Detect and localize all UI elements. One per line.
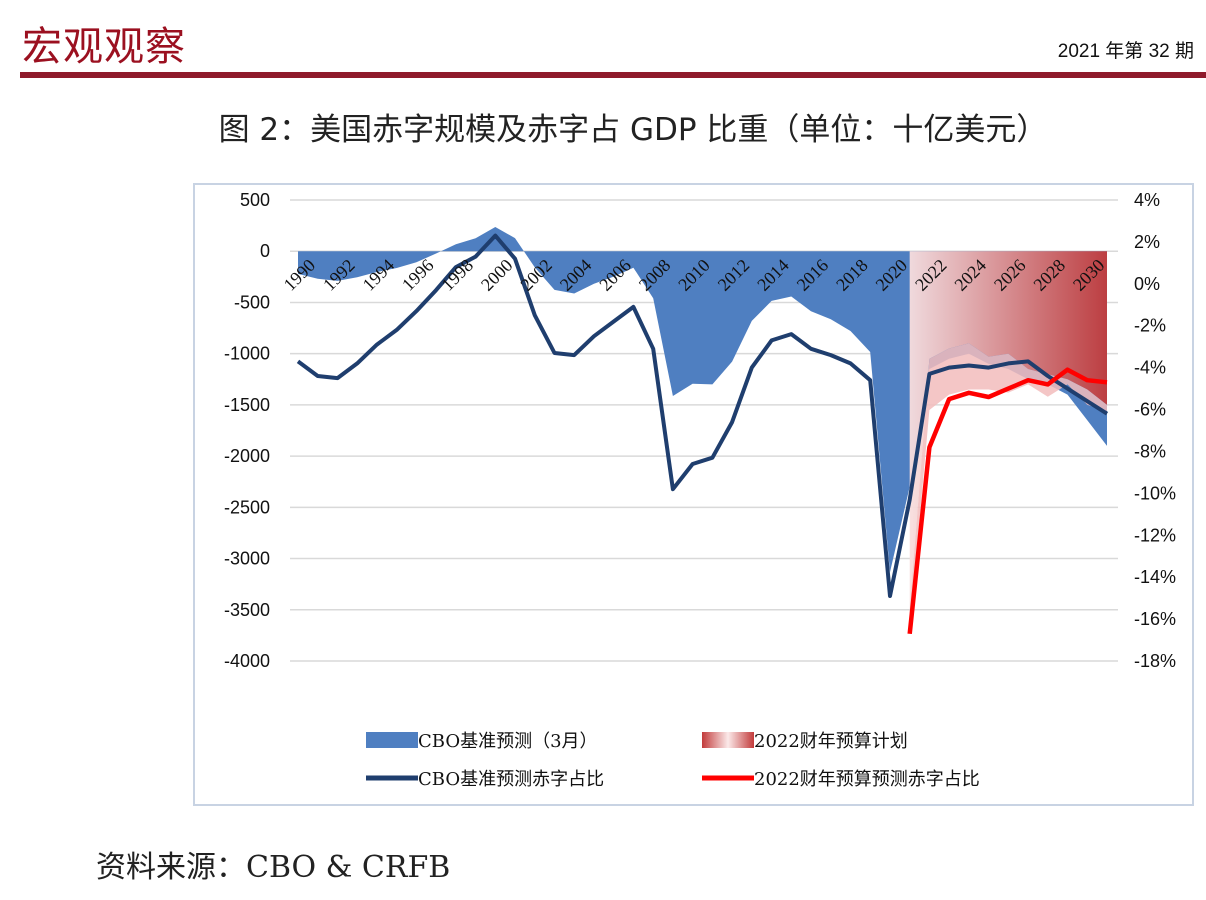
left-tick-label: -2500 [224, 497, 270, 517]
left-tick-label: -1500 [224, 395, 270, 415]
legend-swatch-budget-area [702, 732, 754, 748]
right-axis-ticks: 4% 2% 0% -2% -4% -6% -8% -10% -12% -14% -16% -18% [1134, 190, 1176, 671]
legend-label: 2022财年预算预测赤字占比 [754, 769, 980, 790]
right-tick-label: -16% [1134, 609, 1176, 629]
right-tick-label: -8% [1134, 441, 1166, 461]
legend-label: 2022财年预算计划 [754, 731, 908, 752]
budget-ratio-line [907, 367, 1108, 635]
right-tick-label: -18% [1134, 651, 1176, 671]
budget-plan-area [909, 251, 1107, 610]
left-tick-label: -1000 [224, 344, 270, 364]
issue-number: 2021 年第 32 期 [1057, 41, 1194, 62]
legend-swatch-cbo-area [366, 732, 418, 748]
left-tick-label: -2000 [224, 446, 270, 466]
right-tick-label: -10% [1134, 483, 1176, 503]
left-tick-label: 0 [260, 241, 270, 261]
right-tick-label: 0% [1134, 274, 1160, 294]
source-note: 资料来源：CBO & CRFB [96, 850, 451, 885]
right-tick-label: -6% [1134, 400, 1166, 420]
left-axis-ticks: 500 0 -500 -1000 -1500 -2000 -2500 -3000 -3500 -4… [224, 190, 270, 671]
header-rule [20, 72, 1206, 78]
right-tick-label: -12% [1134, 525, 1176, 545]
right-tick-label: 2% [1134, 232, 1160, 252]
figure-title: 图 2：美国赤字规模及赤字占 GDP 比重（单位：十亿美元） [218, 112, 1048, 148]
left-tick-label: -3000 [224, 549, 270, 569]
report-title: 宏观观察 [22, 24, 186, 70]
left-tick-label: 500 [240, 190, 270, 210]
legend-label: CBO基准预测（3月） [418, 731, 598, 752]
left-tick-label: -4000 [224, 651, 270, 671]
right-tick-label: -4% [1134, 358, 1166, 378]
x-tick-label: 2000 [477, 255, 517, 295]
left-tick-label: -3500 [224, 600, 270, 620]
cbo-deficit-area [298, 227, 1107, 573]
right-tick-label: -2% [1134, 316, 1166, 336]
line-series [296, 233, 1109, 635]
right-tick-label: 4% [1134, 190, 1160, 210]
legend: CBO基准预测（3月） 2022财年预算计划 CBO基准预测赤字占比 2022财年预算… [366, 731, 980, 790]
legend-label: CBO基准预测赤字占比 [418, 769, 604, 790]
right-tick-label: -14% [1134, 567, 1176, 587]
chart-frame [193, 183, 1194, 806]
left-tick-label: -500 [234, 292, 270, 312]
cbo-ratio-line [296, 233, 1109, 598]
